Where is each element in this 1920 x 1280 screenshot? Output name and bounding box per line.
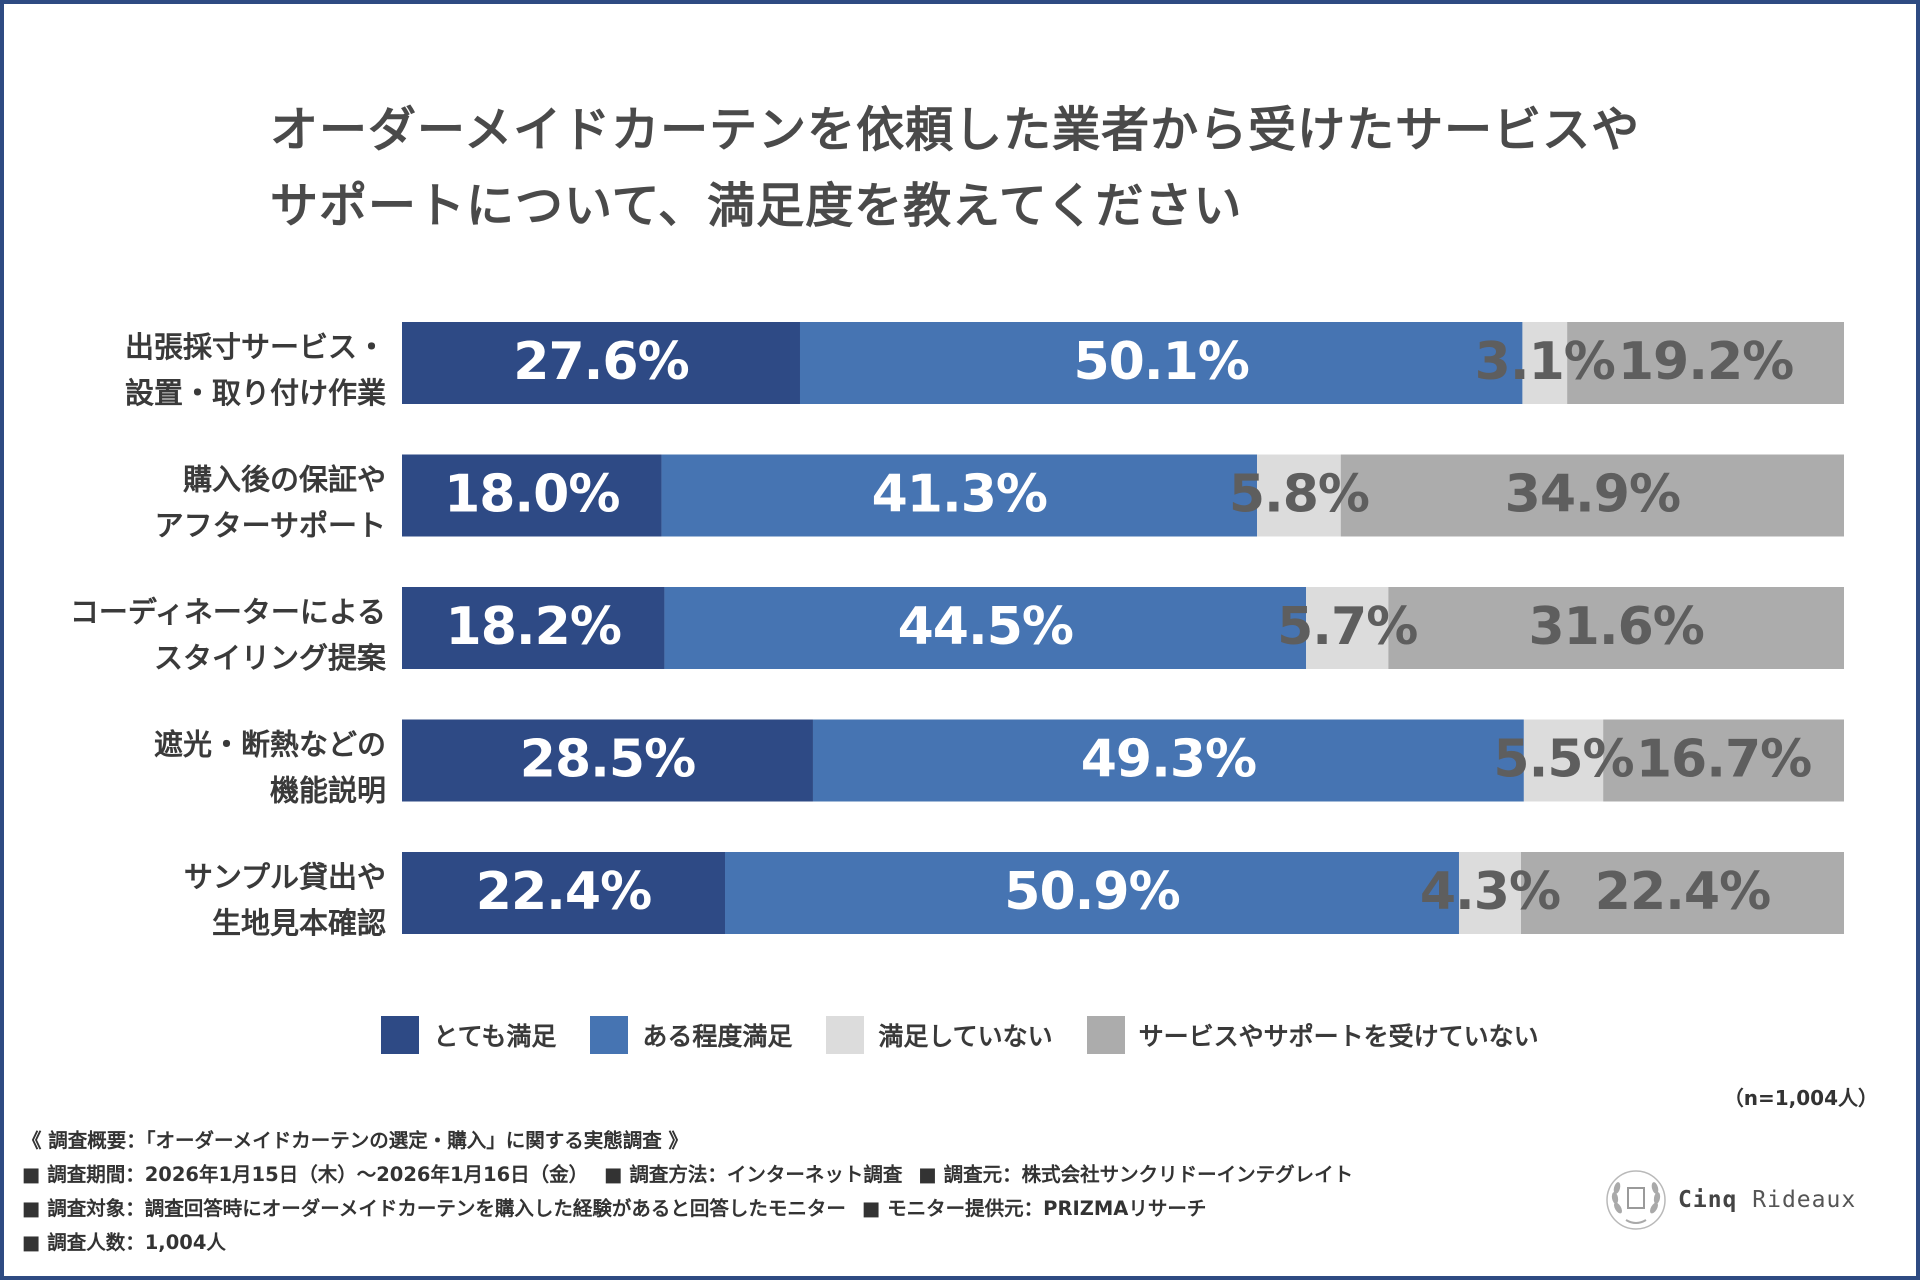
legend-swatch xyxy=(590,1016,629,1054)
survey-source: ■ 調査元：株式会社サンクリドーインテグレイト xyxy=(918,1163,1354,1186)
category-label: サンプル貸出や xyxy=(184,860,386,894)
bar-segment xyxy=(1388,587,1844,669)
bar-segment xyxy=(1340,454,1844,537)
title-line-2: サポートについて、満足度を教えてください xyxy=(270,178,1243,234)
brand-name-rest: Rideaux xyxy=(1752,1187,1857,1213)
bar-segment xyxy=(664,587,1307,669)
bar-segment xyxy=(725,852,1459,934)
legend-item: サービスやサポートを受けていない xyxy=(1086,1016,1539,1054)
bar-segment xyxy=(402,587,665,669)
data-label: 50.9% xyxy=(1004,862,1179,922)
bar-segment xyxy=(402,852,726,934)
sample-size: （n=1,004人） xyxy=(1723,1086,1878,1110)
bar-segment xyxy=(1458,852,1521,934)
data-label: 18.0% xyxy=(444,465,619,525)
bar-segment xyxy=(1603,719,1844,802)
brand-name-bold: Cinq xyxy=(1678,1187,1738,1213)
data-label: 22.4% xyxy=(1595,862,1770,922)
title-line-1: オーダーメイドカーテンを依頼した業者から受けたサービスや xyxy=(270,102,1641,158)
survey-notes: 《 調査概要：「オーダーメイドカーテンの選定・購入」に関する実態調査 》 ■ 調… xyxy=(22,1124,1369,1260)
survey-subjects: ■ 調査対象：調査回答時にオーダーメイドカーテンを購入した経験があると回答したモ… xyxy=(22,1197,846,1220)
category-label: スタイリング提案 xyxy=(154,641,387,675)
legend-item: 満足していない xyxy=(826,1016,1053,1054)
survey-method: ■ 調査方法：インターネット調査 xyxy=(604,1163,903,1186)
legend-item: とても満足 xyxy=(381,1016,556,1054)
data-label: 44.5% xyxy=(898,597,1073,657)
bar-segment xyxy=(402,454,662,537)
legend-label: ある程度満足 xyxy=(642,1022,793,1051)
legend-label: 満足していない xyxy=(878,1022,1053,1051)
category-label: 遮光・断熱などの xyxy=(154,728,386,762)
category-label: 生地見本確認 xyxy=(212,906,386,940)
bar-segment xyxy=(1567,322,1844,404)
category-label: 機能説明 xyxy=(270,774,386,808)
brand-name: Cinq Rideaux xyxy=(1678,1187,1856,1213)
legend-swatch xyxy=(1086,1016,1125,1054)
chart-legend: とても満足 ある程度満足 満足していない サービスやサポートを受けていない xyxy=(0,1016,1920,1054)
data-label: 28.5% xyxy=(520,730,695,790)
survey-row-1: ■ 調査期間：2026年1月15日（木）～2026年1月16日（金） ■ 調査方法… xyxy=(22,1158,1369,1192)
legend-label: とても満足 xyxy=(433,1022,557,1051)
survey-provider: ■ モニター提供元：PRIZMAリサーチ xyxy=(861,1197,1207,1220)
bar-segment xyxy=(1522,322,1568,404)
survey-count: ■ 調査人数：1,004人 xyxy=(22,1231,226,1254)
stacked-bar-chart: 出張採寸サービス・設置・取り付け作業 27.6% 50.1% 3.1% 19.2% 購入後… xyxy=(70,322,1844,940)
data-label: 31.6% xyxy=(1528,597,1703,657)
data-label: 5.7% xyxy=(1277,597,1417,657)
bar-segment xyxy=(1523,719,1604,802)
chart-title: オーダーメイドカーテンを依頼した業者から受けたサービスや サポートについて、満足… xyxy=(270,92,1770,244)
bar-segment xyxy=(1520,852,1844,934)
category-label: 購入後の保証や xyxy=(183,463,386,497)
data-label: 27.6% xyxy=(513,332,688,392)
legend-label: サービスやサポートを受けていない xyxy=(1138,1022,1539,1051)
category-label: アフターサポート xyxy=(155,509,386,543)
data-label: 49.3% xyxy=(1081,730,1256,790)
survey-row-2: ■ 調査対象：調査回答時にオーダーメイドカーテンを購入した経験があると回答したモ… xyxy=(22,1192,1369,1226)
legend-item: ある程度満足 xyxy=(590,1016,792,1054)
survey-period: ■ 調査期間：2026年1月15日（木）～2026年1月16日（金） xyxy=(22,1163,589,1186)
data-label: 50.1% xyxy=(1074,332,1249,392)
bar-segment xyxy=(661,454,1258,537)
category-label: コーディネーターによる xyxy=(70,595,386,629)
bar-segment xyxy=(812,719,1524,802)
bar-segment xyxy=(799,322,1523,404)
bar-segment xyxy=(1306,587,1389,669)
data-label: 18.2% xyxy=(446,597,621,657)
brand-logo: Cinq Rideaux xyxy=(1604,1168,1856,1232)
data-label: 41.3% xyxy=(872,465,1047,525)
survey-heading: 《 調査概要：「オーダーメイドカーテンの選定・購入」に関する実態調査 》 xyxy=(22,1129,689,1152)
category-label: 出張採寸サービス・ xyxy=(125,330,386,364)
data-label: 19.2% xyxy=(1618,332,1793,392)
data-label: 34.9% xyxy=(1505,465,1680,525)
data-label: 5.5% xyxy=(1493,730,1633,790)
data-label: 5.8% xyxy=(1229,465,1369,525)
data-label: 3.1% xyxy=(1475,332,1615,392)
data-label: 16.7% xyxy=(1636,730,1811,790)
bar-segment xyxy=(402,719,813,802)
bar-segment xyxy=(402,322,800,404)
data-label: 22.4% xyxy=(476,862,651,922)
legend-swatch xyxy=(381,1016,420,1054)
data-label: 4.3% xyxy=(1420,862,1560,922)
category-label: 設置・取り付け作業 xyxy=(125,376,386,410)
legend-swatch xyxy=(826,1016,865,1054)
bar-segment xyxy=(1257,454,1341,537)
laurel-wreath-crest-icon xyxy=(1606,1170,1666,1230)
